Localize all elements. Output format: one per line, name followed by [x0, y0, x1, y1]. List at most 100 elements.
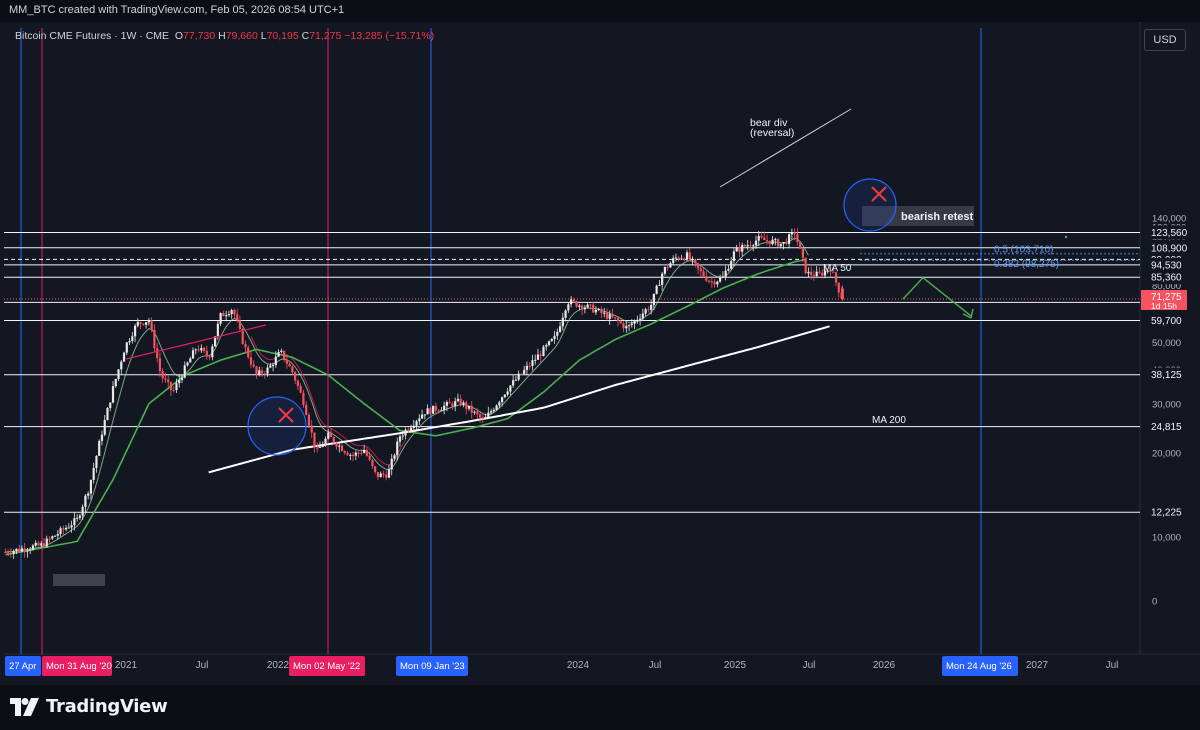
price-tick-label: 30,000	[1152, 400, 1181, 411]
candle-body	[64, 527, 68, 530]
candle-body	[818, 271, 821, 273]
candle-body	[437, 410, 440, 412]
candle-body	[514, 379, 518, 381]
candle-body	[779, 243, 782, 247]
candle-body	[630, 323, 633, 326]
candle-body	[258, 370, 261, 375]
candle-body	[685, 252, 689, 260]
candle-body	[305, 404, 308, 415]
level-label-bg	[1141, 313, 1193, 328]
date-marker-badge[interactable]	[42, 656, 112, 676]
candle-body	[349, 455, 352, 457]
candle-body	[189, 358, 192, 363]
candle-body	[78, 515, 81, 518]
candle-body	[680, 258, 683, 260]
candle-body	[197, 349, 200, 351]
candle-body	[724, 270, 727, 277]
candle-body	[106, 407, 109, 421]
pink-trendline	[125, 324, 267, 360]
time-tick-label: Jul	[1106, 660, 1119, 671]
candle-body	[567, 304, 570, 311]
candle-body	[619, 321, 622, 324]
candle-body	[561, 317, 564, 327]
tradingview-logo[interactable]: TradingView	[10, 696, 168, 717]
candle-body	[9, 553, 12, 555]
candle-body	[589, 304, 592, 306]
candle-body	[688, 252, 691, 260]
candle-body	[382, 473, 385, 475]
price-chart[interactable]: 0.5 (103,710) 0.382 (98,275) bear div(reve…	[0, 0, 1200, 685]
candle-body	[219, 313, 222, 324]
symbol-legend: Bitcoin CME Futures · 1W · CME O77,730 H…	[15, 30, 434, 42]
candle-body	[180, 377, 184, 381]
low-label: L	[260, 30, 267, 42]
currency-button[interactable]: USD	[1144, 29, 1186, 51]
candle-body	[329, 432, 333, 438]
candle-body	[15, 548, 18, 552]
candle-body	[398, 436, 402, 442]
candle-body	[807, 271, 810, 274]
candle-body	[503, 394, 506, 398]
price-tick-label: 10,000	[1152, 533, 1181, 544]
candle-body	[139, 322, 142, 324]
candle-body	[539, 354, 542, 357]
candle-body	[666, 267, 669, 269]
candle-body	[285, 360, 288, 364]
candle-body	[440, 409, 443, 411]
candle-body	[216, 323, 219, 337]
candle-body	[142, 323, 145, 325]
candle-body	[95, 455, 98, 468]
candle-body	[454, 401, 457, 407]
date-marker-badge[interactable]	[5, 656, 41, 676]
candle-body	[34, 542, 37, 546]
candle-body	[244, 343, 247, 348]
candle-body	[211, 346, 214, 358]
price-tick-label: 80,000	[1152, 281, 1181, 292]
candle-body	[338, 445, 341, 447]
candle-body	[669, 263, 672, 268]
plot-area	[4, 26, 1140, 654]
level-label-bg	[1141, 367, 1193, 382]
candle-body	[793, 232, 796, 234]
candle-body	[407, 429, 410, 431]
candle-body	[614, 317, 617, 319]
candle-body	[638, 318, 642, 320]
candle-body	[351, 455, 355, 457]
candle-body	[186, 362, 189, 366]
candle-body	[523, 369, 526, 374]
candle-body	[536, 354, 540, 360]
date-marker-badge[interactable]	[942, 656, 1018, 676]
candle-body	[443, 405, 446, 410]
time-tick-label: Jul	[803, 660, 816, 671]
candle-body	[558, 326, 562, 332]
level-label-bg	[1141, 270, 1193, 285]
candle-body	[194, 349, 197, 351]
date-marker-label: Mon 09 Jan '23	[400, 661, 465, 672]
level-label-bg	[1141, 505, 1193, 520]
candle-body	[710, 281, 713, 283]
close-label: C	[301, 30, 310, 42]
high-label: H	[218, 30, 226, 42]
open-label: O	[174, 30, 184, 42]
rejection-circle-2022	[247, 396, 307, 456]
date-marker-badge[interactable]	[396, 656, 468, 676]
tradingview-logo-icon	[10, 697, 39, 716]
candle-body	[757, 236, 760, 241]
candle-body	[702, 271, 705, 277]
candle-body	[575, 301, 578, 307]
candle-body	[600, 308, 603, 314]
time-tick-label: 2022	[267, 660, 290, 671]
candle-body	[603, 312, 606, 314]
candle-body	[401, 435, 404, 437]
candle-body	[396, 441, 399, 456]
candle-body	[161, 371, 164, 379]
candle-body	[26, 550, 29, 552]
candle-body	[114, 378, 117, 387]
candle-body	[40, 543, 43, 546]
candle-body	[476, 411, 479, 415]
level-label: 59,700	[1151, 316, 1182, 327]
candle-body	[716, 281, 719, 285]
candle-body	[647, 309, 650, 311]
candle-body	[263, 373, 266, 375]
date-marker-badge[interactable]	[289, 656, 365, 676]
